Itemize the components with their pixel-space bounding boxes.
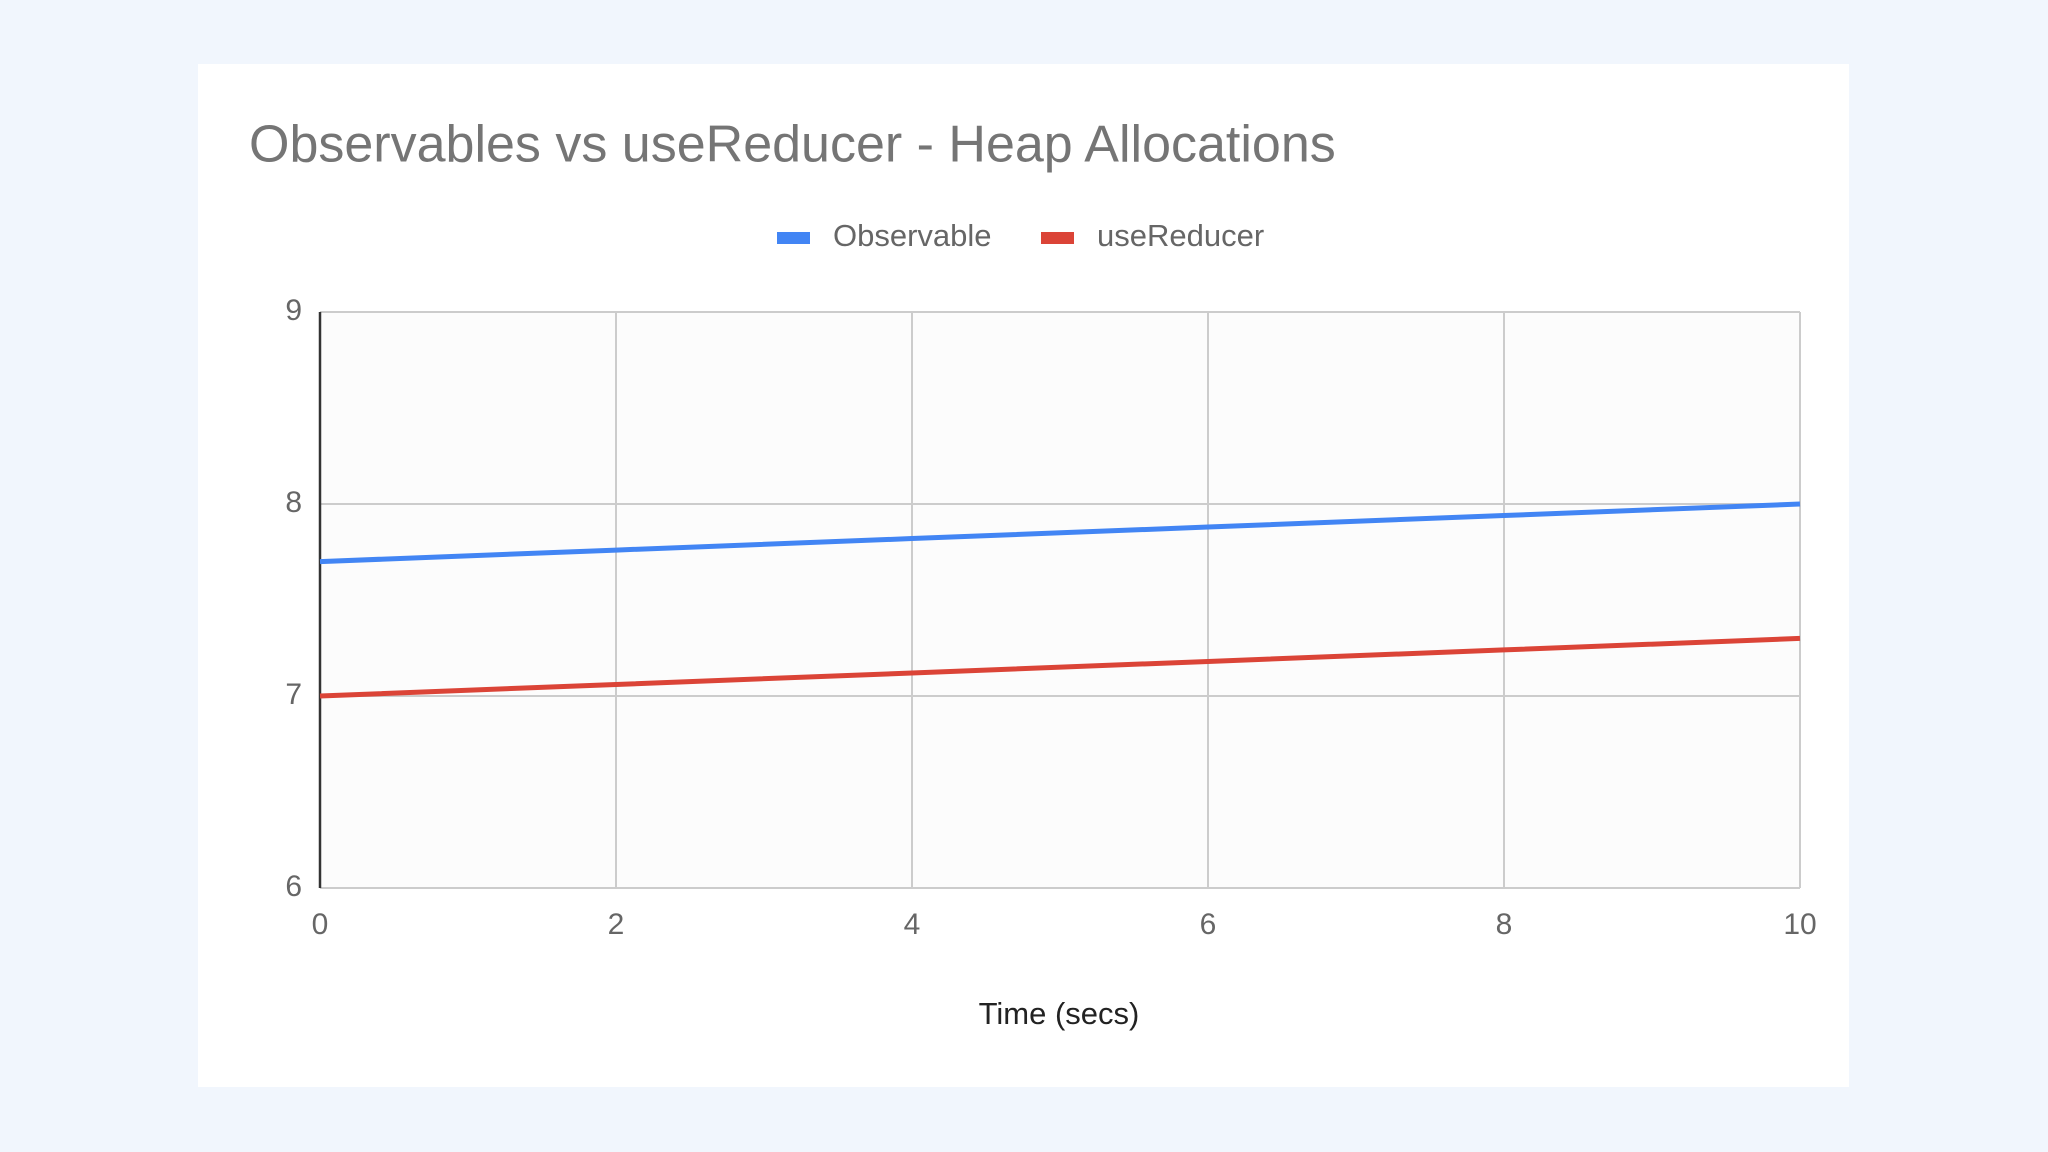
x-tick-label: 10	[1783, 908, 1816, 941]
series-line	[319, 501, 1801, 565]
legend-label: useReducer	[1097, 218, 1264, 253]
legend-swatch	[1041, 232, 1074, 244]
x-tick-label: 6	[1200, 908, 1217, 941]
x-tick-label: 2	[608, 908, 625, 941]
x-tick-label: 4	[904, 908, 921, 941]
x-tick-label: 0	[312, 908, 329, 941]
series-line	[319, 635, 1801, 699]
legend-label: Observable	[833, 218, 992, 253]
y-tick-label: 9	[285, 294, 302, 327]
y-tick-label: 8	[285, 486, 302, 519]
y-tick-label: 7	[285, 678, 302, 711]
y-tick-label: 6	[285, 870, 302, 903]
x-tick-label: 8	[1496, 908, 1513, 941]
legend-swatch	[777, 232, 810, 244]
chart-title: Observables vs useReducer - Heap Allocat…	[249, 116, 1336, 174]
x-axis-title: Time (secs)	[979, 996, 1140, 1031]
plot-area	[320, 312, 1800, 888]
